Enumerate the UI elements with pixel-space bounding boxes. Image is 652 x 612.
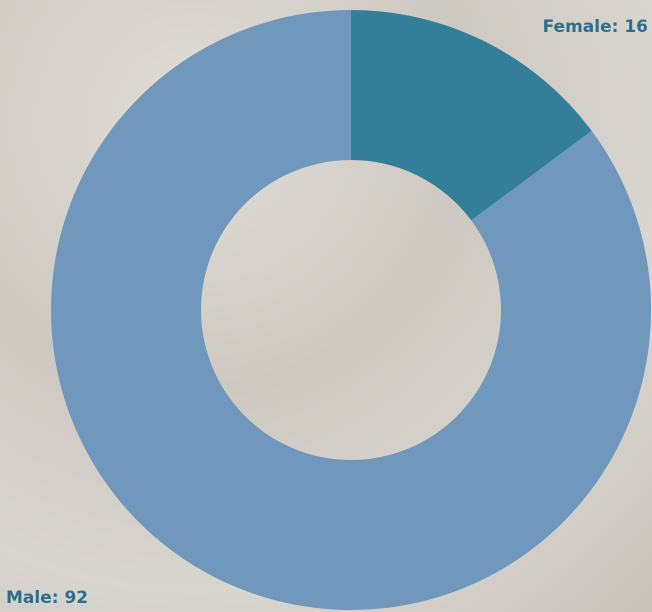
donut-slice xyxy=(351,10,592,221)
donut-slice xyxy=(51,10,652,610)
slice-label: Female: 16 xyxy=(543,17,648,37)
slice-label: Male: 92 xyxy=(6,588,88,608)
